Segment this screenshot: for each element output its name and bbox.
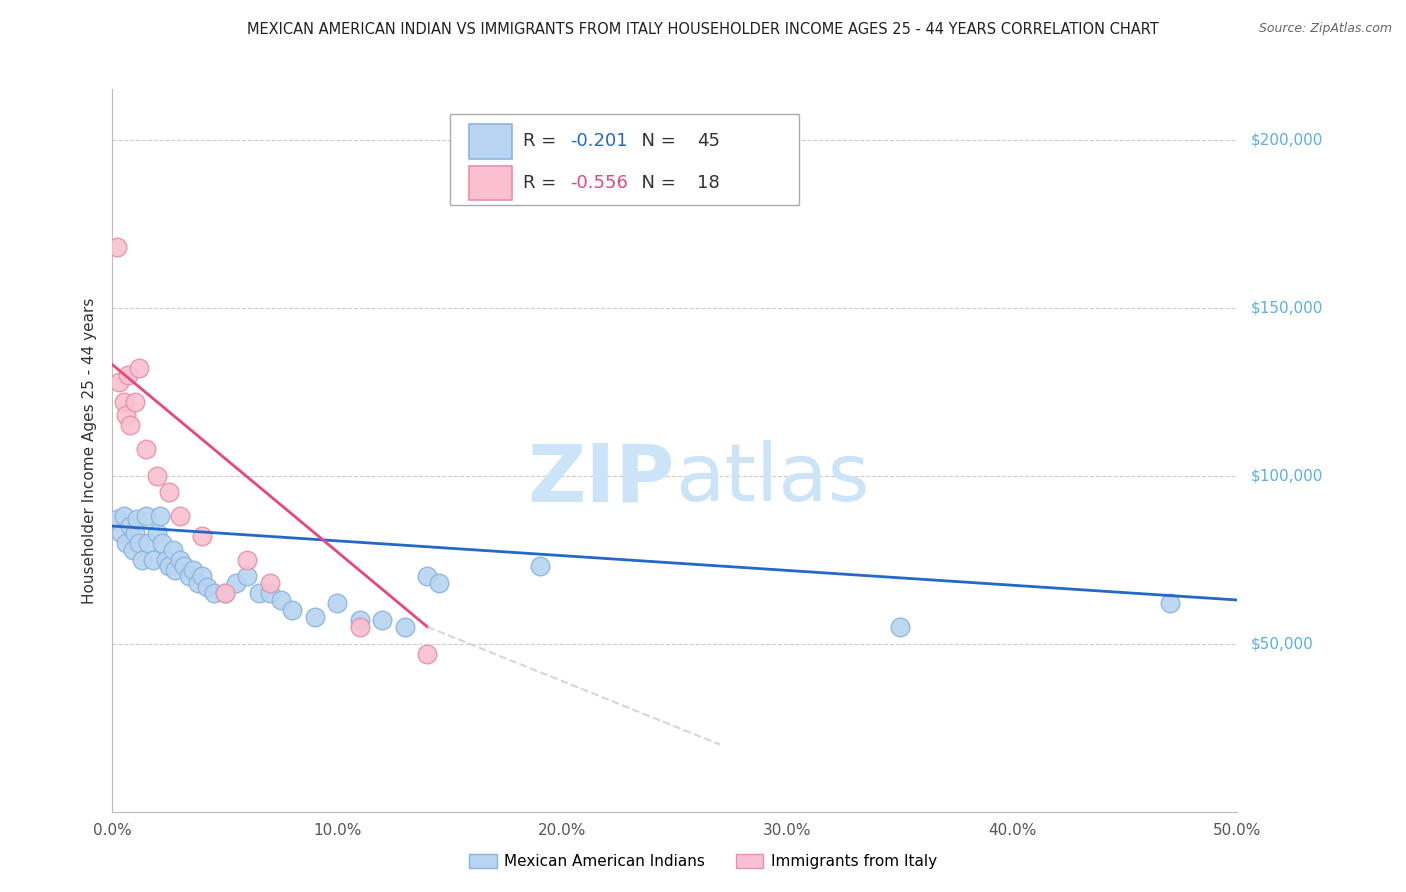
Point	[529, 559, 551, 574]
Point	[112, 394, 135, 409]
Point	[394, 620, 416, 634]
Point	[191, 529, 214, 543]
Point	[120, 418, 142, 433]
Point	[187, 576, 209, 591]
Text: R =: R =	[523, 174, 562, 192]
Point	[155, 552, 177, 566]
Point	[149, 508, 172, 523]
Point	[105, 512, 128, 526]
Point	[169, 552, 191, 566]
Point	[138, 536, 160, 550]
Point	[349, 620, 371, 634]
Point	[183, 563, 205, 577]
Point	[259, 586, 281, 600]
Point	[135, 442, 157, 456]
Point	[127, 512, 149, 526]
Point	[135, 508, 157, 523]
Point	[371, 613, 394, 627]
Point	[169, 508, 191, 523]
Point	[214, 586, 236, 600]
Point	[150, 536, 173, 550]
Point	[124, 525, 146, 540]
Point	[191, 569, 214, 583]
Point	[326, 596, 349, 610]
Text: $50,000: $50,000	[1251, 636, 1315, 651]
Point	[115, 408, 138, 422]
Point	[236, 552, 259, 566]
Point	[236, 569, 259, 583]
Point	[128, 361, 150, 376]
Text: MEXICAN AMERICAN INDIAN VS IMMIGRANTS FROM ITALY HOUSEHOLDER INCOME AGES 25 - 44: MEXICAN AMERICAN INDIAN VS IMMIGRANTS FR…	[247, 22, 1159, 37]
Text: atlas: atlas	[675, 441, 869, 518]
Text: 18: 18	[697, 174, 720, 192]
Point	[146, 525, 169, 540]
FancyBboxPatch shape	[470, 166, 512, 200]
Point	[108, 375, 131, 389]
Y-axis label: Householder Income Ages 25 - 44 years: Householder Income Ages 25 - 44 years	[82, 297, 97, 604]
Point	[427, 576, 450, 591]
Text: N =: N =	[630, 132, 682, 151]
Point	[142, 552, 165, 566]
Point	[225, 576, 247, 591]
Point	[157, 485, 180, 500]
Point	[165, 563, 187, 577]
Point	[889, 620, 911, 634]
Text: Source: ZipAtlas.com: Source: ZipAtlas.com	[1258, 22, 1392, 36]
Point	[173, 559, 195, 574]
Point	[416, 647, 439, 661]
Point	[202, 586, 225, 600]
Text: ZIP: ZIP	[527, 441, 675, 518]
Text: $150,000: $150,000	[1251, 300, 1323, 315]
Text: $200,000: $200,000	[1251, 132, 1323, 147]
Point	[110, 525, 132, 540]
Point	[270, 593, 292, 607]
Text: $100,000: $100,000	[1251, 468, 1323, 483]
Point	[117, 368, 139, 382]
Point	[146, 468, 169, 483]
Point	[281, 603, 304, 617]
Point	[131, 552, 153, 566]
Point	[416, 569, 439, 583]
Point	[115, 536, 138, 550]
Point	[120, 519, 142, 533]
Text: R =: R =	[523, 132, 562, 151]
FancyBboxPatch shape	[450, 114, 799, 205]
Point	[162, 542, 184, 557]
Point	[195, 580, 218, 594]
Point	[157, 559, 180, 574]
Text: 45: 45	[697, 132, 720, 151]
Point	[214, 586, 236, 600]
Point	[105, 240, 128, 254]
Text: -0.201: -0.201	[571, 132, 628, 151]
Point	[128, 536, 150, 550]
Point	[349, 613, 371, 627]
Point	[247, 586, 270, 600]
FancyBboxPatch shape	[470, 124, 512, 159]
Point	[304, 609, 326, 624]
Point	[259, 576, 281, 591]
Point	[177, 569, 200, 583]
Legend: Mexican American Indians, Immigrants from Italy: Mexican American Indians, Immigrants fro…	[463, 848, 943, 875]
Point	[124, 394, 146, 409]
Point	[1159, 596, 1181, 610]
Text: -0.556: -0.556	[571, 174, 628, 192]
Text: N =: N =	[630, 174, 682, 192]
Point	[112, 508, 135, 523]
Point	[121, 542, 143, 557]
